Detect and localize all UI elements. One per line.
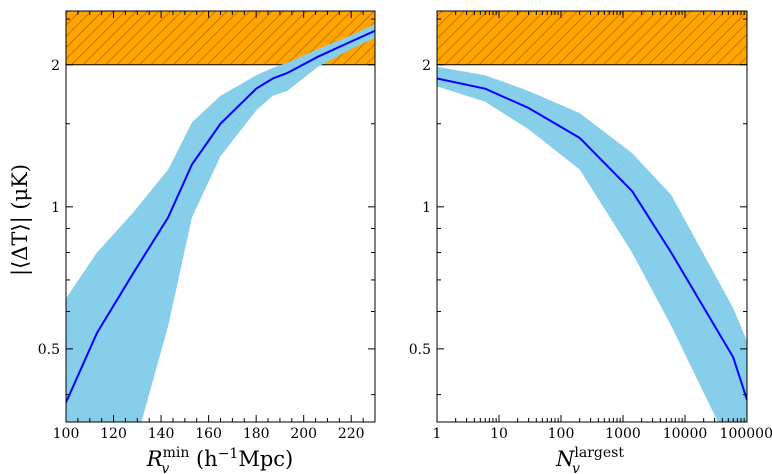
right-xtick-label: 100 (548, 426, 575, 442)
left-xtick-label: 180 (243, 426, 270, 442)
right-xtick-label: 10000 (663, 426, 708, 442)
right-ytick-label: 1 (422, 200, 431, 216)
right-xtick-label: 100000 (720, 426, 772, 442)
right-xlabel: Nlargest v (555, 445, 624, 474)
left-ytick-label: 2 (51, 58, 60, 74)
right-ytick-label: 2 (422, 58, 431, 74)
left-xtick-label: 100 (53, 426, 80, 442)
right-xtick-label: 10 (490, 426, 508, 442)
left-xtick-label: 140 (148, 426, 175, 442)
left-ytick-labels: 0.5 1 2 (38, 58, 60, 358)
panel-right: 1 10 100 1000 10000 100000 0.5 1 2 Nlarg… (409, 10, 772, 474)
right-mean-line (437, 77, 747, 401)
left-axes-frame (65, 10, 376, 423)
right-confidence-band (437, 66, 747, 422)
right-axes-frame (436, 10, 748, 423)
left-ytick-label: 0.5 (38, 342, 60, 358)
right-xtick-label: 1 (433, 426, 442, 442)
left-xlabel: Rmin v (h−1Mpc) (146, 445, 293, 474)
left-xlabel-exp: −1 (218, 446, 239, 462)
left-xlabel-sub: v (161, 461, 169, 474)
left-xlabel-rest: (h (189, 447, 217, 471)
left-xtick-label: 200 (290, 426, 317, 442)
left-xlabel-end: Mpc) (238, 447, 293, 471)
right-xlabel-sup: largest (574, 445, 624, 461)
left-ytick-label: 1 (51, 200, 60, 216)
right-ytick-label: 0.5 (409, 342, 431, 358)
right-ticks (436, 11, 748, 422)
right-xlabel-main: N (555, 447, 575, 471)
left-xlabel-sup: min (163, 445, 190, 461)
left-xlabel-main: R (146, 447, 163, 471)
right-xtick-label: 1000 (605, 426, 641, 442)
left-mean-line (66, 29, 375, 403)
left-ylabel: |⟨ΔT⟩| (μK) (8, 164, 33, 276)
right-ytick-labels: 0.5 1 2 (409, 58, 431, 358)
right-excluded-region (437, 11, 747, 65)
left-xtick-labels: 100 120 140 160 180 200 220 (53, 426, 365, 442)
right-xlabel-sub: v (572, 461, 580, 474)
left-xtick-label: 220 (338, 426, 365, 442)
panel-left: 100 120 140 160 180 200 220 0.5 1 2 |⟨ΔT… (8, 10, 376, 474)
right-xtick-labels: 1 10 100 1000 10000 100000 (433, 426, 772, 442)
left-confidence-band (66, 24, 375, 422)
left-xtick-label: 120 (100, 426, 127, 442)
left-xtick-label: 160 (195, 426, 222, 442)
